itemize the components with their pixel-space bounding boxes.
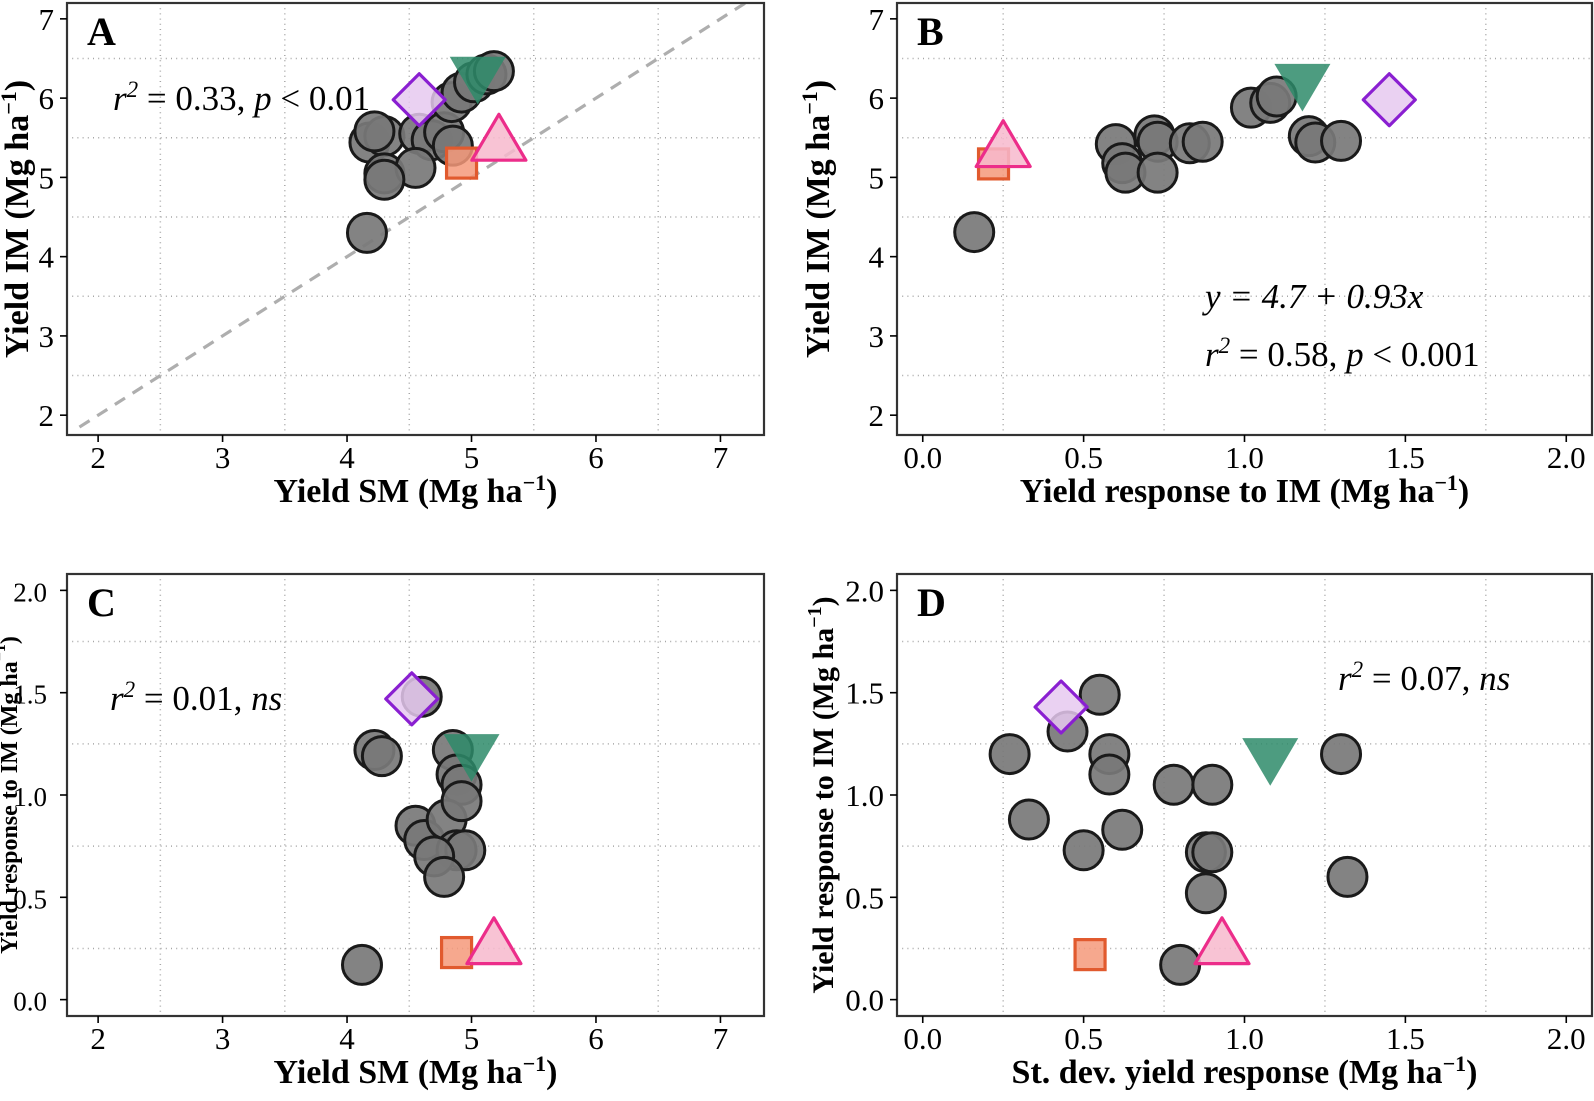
svg-text:0.5: 0.5 — [1064, 440, 1103, 475]
svg-text:0.5: 0.5 — [1064, 1021, 1103, 1056]
svg-text:5: 5 — [464, 1021, 480, 1056]
svg-text:4: 4 — [39, 240, 55, 275]
svg-text:1.5: 1.5 — [1386, 440, 1425, 475]
svg-text:3: 3 — [869, 319, 885, 354]
svg-text:6: 6 — [588, 1021, 604, 1056]
svg-text:A: A — [87, 9, 116, 54]
svg-text:6: 6 — [588, 440, 604, 475]
svg-text:r2 = 0.07, ns: r2 = 0.07, ns — [1338, 657, 1510, 698]
svg-text:4: 4 — [339, 1021, 355, 1056]
svg-text:r2 = 0.01, ns: r2 = 0.01, ns — [110, 677, 282, 718]
svg-text:7: 7 — [713, 1021, 729, 1056]
svg-text:6: 6 — [39, 81, 55, 116]
svg-text:r2 = 0.33, p < 0.01: r2 = 0.33, p < 0.01 — [113, 77, 370, 118]
svg-text:D: D — [917, 580, 946, 625]
svg-text:2: 2 — [869, 398, 885, 433]
svg-text:5: 5 — [464, 440, 480, 475]
svg-text:Yield SM (Mg ha−1): Yield SM (Mg ha−1) — [274, 470, 558, 510]
svg-text:0.0: 0.0 — [903, 440, 942, 475]
svg-text:3: 3 — [39, 319, 55, 354]
svg-text:2: 2 — [39, 398, 55, 433]
svg-text:y = 4.7 + 0.93x: y = 4.7 + 0.93x — [1202, 277, 1424, 316]
svg-text:7: 7 — [39, 2, 55, 37]
svg-text:4: 4 — [339, 440, 355, 475]
svg-text:4: 4 — [869, 240, 885, 275]
svg-text:B: B — [917, 9, 944, 54]
svg-text:Yield IM (Mg ha−1): Yield IM (Mg ha−1) — [0, 80, 36, 358]
svg-text:7: 7 — [713, 440, 729, 475]
svg-text:r2 = 0.58, p < 0.001: r2 = 0.58, p < 0.001 — [1205, 333, 1480, 374]
svg-text:2.0: 2.0 — [1547, 1021, 1586, 1056]
svg-text:2.0: 2.0 — [845, 573, 884, 608]
svg-text:5: 5 — [869, 160, 885, 195]
svg-text:0.0: 0.0 — [13, 987, 47, 1017]
svg-text:1.5: 1.5 — [845, 676, 884, 711]
svg-text:0.0: 0.0 — [845, 983, 884, 1018]
svg-text:2.0: 2.0 — [1547, 440, 1586, 475]
svg-text:2.0: 2.0 — [13, 577, 47, 607]
svg-text:3: 3 — [215, 1021, 231, 1056]
svg-text:2: 2 — [90, 1021, 106, 1056]
svg-text:Yield response to IM (Mg ha−1: Yield response to IM (Mg ha−1) — [0, 636, 23, 954]
svg-text:5: 5 — [39, 160, 55, 195]
svg-text:0.5: 0.5 — [845, 880, 884, 915]
svg-text:2: 2 — [90, 440, 106, 475]
svg-text:Yield SM (Mg ha−1): Yield SM (Mg ha−1) — [274, 1051, 558, 1091]
svg-text:1.0: 1.0 — [1225, 1021, 1264, 1056]
svg-text:1.0: 1.0 — [845, 778, 884, 813]
svg-text:1.5: 1.5 — [1386, 1021, 1425, 1056]
svg-text:C: C — [87, 580, 116, 625]
svg-text:7: 7 — [869, 2, 885, 37]
svg-text:0.0: 0.0 — [903, 1021, 942, 1056]
svg-text:Yield IM (Mg ha−1): Yield IM (Mg ha−1) — [797, 80, 837, 358]
svg-text:St. dev. yield response (Mg ha: St. dev. yield response (Mg ha−1) — [1012, 1051, 1478, 1091]
svg-text:Yield response to IM (Mg ha−1): Yield response to IM (Mg ha−1) — [804, 596, 840, 993]
svg-text:Yield response to IM (Mg ha−1): Yield response to IM (Mg ha−1) — [1020, 470, 1469, 510]
svg-text:6: 6 — [869, 81, 885, 116]
svg-text:3: 3 — [215, 440, 231, 475]
svg-text:1.0: 1.0 — [1225, 440, 1264, 475]
